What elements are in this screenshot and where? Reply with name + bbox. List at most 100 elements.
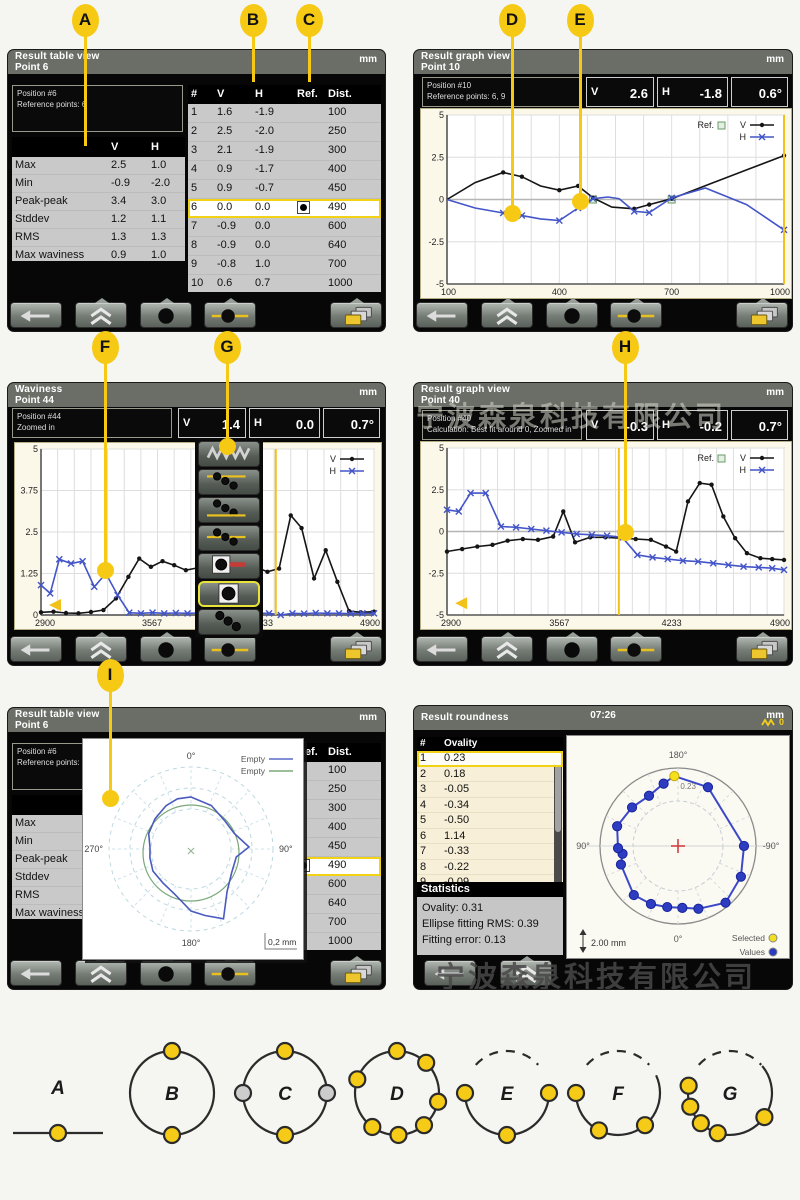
files-button[interactable] [330, 956, 382, 986]
v-label: V [183, 417, 191, 429]
up-button[interactable] [75, 298, 127, 328]
back-button[interactable] [10, 636, 62, 662]
menu-item-points-through-line-icon[interactable] [198, 525, 260, 551]
table-row[interactable]: 9 -0.8 1.0 700 [188, 256, 381, 275]
menu-item-points-on-line-icon[interactable] [198, 497, 260, 523]
measure-point-dot [48, 1123, 68, 1143]
stat-label: Max [15, 159, 36, 171]
slider-button[interactable] [204, 632, 256, 662]
position-label: Position #40 [427, 414, 472, 423]
cell: 1000 [328, 935, 353, 947]
menu-item-points-icon[interactable] [198, 609, 260, 635]
chevrons-up-icon [90, 641, 112, 659]
menu-item-point-box-red-line-icon[interactable] [198, 553, 260, 579]
files-button[interactable] [736, 632, 788, 662]
selected-table-row[interactable]: 6 0.0 0.0 490 [188, 199, 381, 218]
scrollbar[interactable] [554, 752, 562, 882]
stat-label: Min [15, 835, 33, 847]
arrow-left-icon [426, 310, 456, 322]
measure-point-dot [275, 1125, 295, 1145]
measure-button[interactable] [546, 632, 598, 662]
measure-point-dot [348, 1070, 367, 1089]
menu-item-points-above-line-icon[interactable] [198, 469, 260, 495]
cell: 6 [191, 201, 198, 213]
cell [294, 123, 325, 141]
up-button[interactable] [75, 956, 127, 986]
cell: 4 [191, 163, 198, 175]
cell [294, 237, 325, 255]
svg-text:D: D [390, 1084, 404, 1105]
callout-g: G [213, 330, 241, 364]
slider-icon [617, 309, 655, 323]
files-button[interactable] [736, 298, 788, 328]
measure-button[interactable] [546, 298, 598, 328]
table-row[interactable]: 3 2.1 -1.9 300 [188, 142, 381, 161]
table-row[interactable]: 4 0.9 -1.7 400 [188, 161, 381, 180]
panel-result-roundness: Result roundness 07:26 mm 0 # Ovality 1 0.2… [414, 706, 792, 989]
points-table[interactable]: # V H Ref. Dist. 1 1.6 -1.9 100 2 2.5 -2.0 250 3 2.1 -1… [188, 85, 381, 292]
measure-button[interactable] [140, 298, 192, 328]
table-row[interactable]: 5 0.9 -0.7 450 [188, 180, 381, 199]
ovality-row[interactable]: 6 1.14 [417, 828, 563, 844]
back-button[interactable] [424, 960, 476, 986]
ovality-row[interactable]: 9 -0.09 [417, 875, 563, 882]
cell: 10 [191, 277, 204, 289]
slider-button[interactable] [204, 298, 256, 328]
stat-value: 1.0 [151, 159, 167, 171]
slider-button[interactable] [204, 956, 256, 986]
ovality-row[interactable]: 7 -0.33 [417, 844, 563, 860]
ovality-stat: Ovality: 0.31 [422, 902, 484, 914]
svg-text:4900: 4900 [360, 618, 380, 628]
position-infobox: Position #44 Zoomed in [12, 408, 172, 438]
pattern-diagram-a: A [13, 1078, 103, 1143]
up-button[interactable] [481, 632, 533, 662]
value-point [702, 782, 714, 793]
callout-e: E [566, 3, 594, 37]
ovality-row[interactable]: 3 -0.05 [417, 782, 563, 798]
back-button[interactable] [10, 302, 62, 328]
ovality-row[interactable]: 4 -0.34 [417, 797, 563, 813]
up-button[interactable] [481, 298, 533, 328]
measure-button[interactable] [140, 632, 192, 662]
ovality-row[interactable]: 5 -0.50 [417, 813, 563, 829]
table-row[interactable]: 8 -0.9 0.0 640 [188, 237, 381, 256]
h-value: -0.2 [699, 419, 722, 434]
measure-point-dot [414, 1116, 434, 1135]
cell: 9 [420, 876, 427, 882]
measure-point-dot [566, 1083, 586, 1103]
table-row[interactable]: 2 2.5 -2.0 250 [188, 123, 381, 142]
menu-item-point-box-icon[interactable] [198, 581, 260, 607]
polar-plot: 0° 90° 180° 270° Empty Empty 0,2 mm [84, 751, 297, 950]
measure-button[interactable] [140, 956, 192, 986]
svg-text:0: 0 [439, 527, 444, 537]
scrollbar-thumb[interactable] [555, 754, 561, 832]
ovality-table[interactable]: # Ovality 1 0.23 2 0.18 3 -0.05 4 -0.34 5 -0.50 6 1.1… [417, 737, 563, 882]
roundness-polar-plot: 180° 90° -90° 0° 0.23 2.00 mm Selected Values [576, 750, 780, 957]
table-row[interactable]: 10 0.6 0.7 1000 [188, 275, 381, 292]
slider-button[interactable] [610, 298, 662, 328]
cell [294, 142, 325, 160]
table-row[interactable]: 7 -0.9 0.0 600 [188, 218, 381, 237]
back-button[interactable] [416, 636, 468, 662]
ovality-row[interactable]: 2 0.18 [417, 766, 563, 782]
points-above-line-icon [207, 472, 246, 490]
files-button[interactable] [330, 632, 382, 662]
back-button[interactable] [416, 302, 468, 328]
cell: 3 [191, 144, 198, 156]
value-point [612, 821, 623, 832]
svg-text:4900: 4900 [770, 618, 790, 628]
up-button[interactable] [75, 632, 127, 662]
selected-ovality-row[interactable]: 1 0.23 [417, 751, 563, 767]
reference-points-label: Reference points: 6 [17, 100, 87, 109]
callout-d: D [498, 3, 526, 37]
back-button[interactable] [10, 960, 62, 986]
files-button[interactable] [330, 298, 382, 328]
angle-value: 0.7° [758, 419, 782, 434]
up-button[interactable] [500, 956, 552, 986]
table-row[interactable]: 1 1.6 -1.9 100 [188, 104, 381, 123]
slider-button[interactable] [610, 632, 662, 662]
ovality-row[interactable]: 8 -0.22 [417, 859, 563, 875]
measure-point-dot [162, 1125, 182, 1145]
